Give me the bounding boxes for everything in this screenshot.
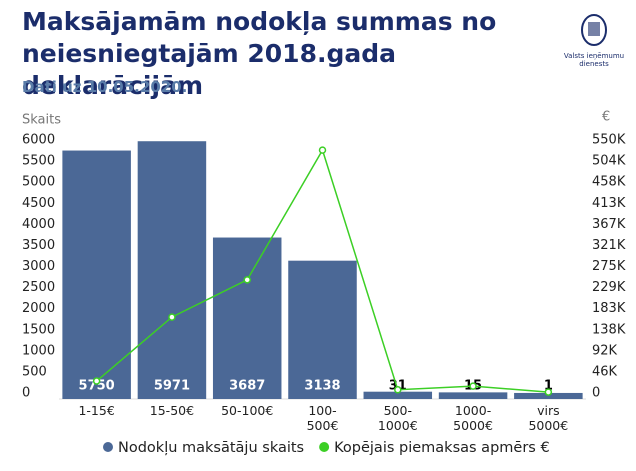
y-tick-label: 2000	[22, 301, 55, 316]
y2-tick-label: 138K	[592, 322, 626, 337]
legend-label: Kopējais piemaksas apmērs €	[334, 440, 550, 456]
y2-tick-label: 0	[592, 386, 600, 401]
y-tick-label: 1000	[22, 343, 55, 358]
y2-tick-label: 275K	[592, 259, 626, 274]
line-point	[168, 313, 176, 321]
line-point	[243, 276, 251, 284]
bar-value-label: 5971	[154, 379, 190, 394]
x-tick-label: 1000-5000€	[453, 403, 493, 433]
x-tick-label: virs 5000€	[528, 403, 569, 433]
x-tick-label: 50-100€	[221, 403, 274, 418]
y-tick-label: 500	[22, 364, 47, 379]
bar	[212, 237, 282, 399]
x-tick-label: 100-500€	[306, 403, 339, 433]
y-tick-label: 2500	[22, 280, 55, 295]
y-axis-label: Skaits	[22, 113, 61, 128]
y2-tick-label: 46K	[592, 364, 618, 379]
y2-tick-label: 504K	[592, 154, 626, 169]
y-tick-label: 1500	[22, 322, 55, 337]
legend-label: Nodokļu maksātāju skaits	[118, 440, 304, 456]
line-point	[544, 388, 553, 396]
bar-value-label: 5750	[79, 379, 115, 394]
y-tick-label: 4500	[22, 196, 55, 211]
logo-text: Valsts ieņēmumu dienests	[563, 52, 625, 68]
y2-tick-label: 413K	[592, 196, 626, 211]
y2-tick-label: 92K	[592, 343, 618, 358]
y2-tick-label: 229K	[592, 280, 626, 295]
y-tick-label: 4000	[22, 217, 55, 232]
y2-tick-label: 550K	[592, 133, 626, 148]
bar-value-label: 1	[544, 379, 553, 394]
bar-value-label: 3687	[229, 379, 265, 394]
line-point	[318, 146, 327, 154]
y-tick-label: 5500	[22, 154, 55, 169]
logo-emblem	[581, 14, 607, 46]
y2-tick-label: 458K	[592, 175, 626, 190]
y-tick-label: 6000	[22, 133, 55, 148]
y2-axis-label: €	[602, 110, 610, 125]
legend-marker	[103, 442, 113, 452]
bar	[137, 141, 207, 399]
y2-tick-label: 321K	[592, 238, 626, 253]
x-tick-label: 15-50€	[149, 403, 195, 418]
bar	[514, 392, 583, 399]
y-tick-label: 0	[22, 386, 30, 401]
chart-title: Maksājamām nodokļa summas no neiesniegta…	[22, 7, 497, 100]
bar	[288, 260, 357, 399]
line-point	[394, 386, 402, 394]
legend-marker	[319, 442, 330, 452]
line-point	[469, 382, 477, 390]
line-point	[92, 377, 101, 385]
y2-tick-label: 367K	[592, 217, 626, 232]
bar	[438, 392, 508, 399]
x-tick-label: 1-15€	[78, 403, 115, 418]
bar-value-label: 3138	[304, 379, 340, 394]
bar	[363, 391, 433, 399]
x-tick-label: 500-1000€	[377, 403, 418, 433]
y-tick-label: 5000	[22, 175, 55, 190]
logo: Valsts ieņēmumu dienests	[562, 12, 626, 68]
y2-tick-label: 183K	[592, 301, 626, 316]
chart-subtitle: Dati uz 10.05.2020.	[22, 78, 188, 96]
y-tick-label: 3500	[22, 238, 55, 253]
y-tick-label: 3000	[22, 259, 55, 274]
bar	[62, 150, 131, 399]
